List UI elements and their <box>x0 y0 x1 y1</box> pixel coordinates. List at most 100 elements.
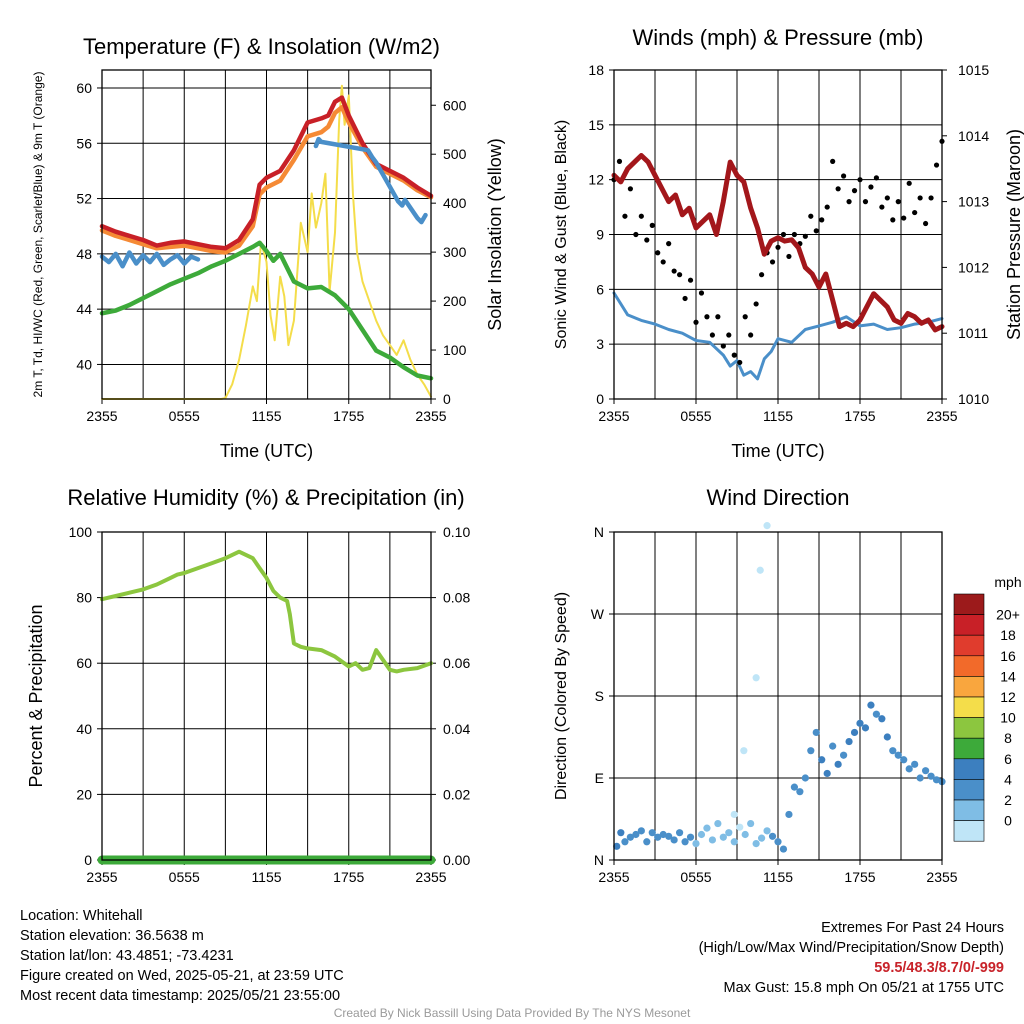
direction-point <box>752 674 760 682</box>
direction-point <box>932 776 941 784</box>
direction-point <box>730 810 738 819</box>
gust-point <box>715 314 721 320</box>
y-tick-label: 56 <box>76 135 92 151</box>
gust-point <box>742 314 748 320</box>
station-latlon: Station lat/lon: 43.4851; -73.4231 <box>20 948 234 964</box>
x-tick-label: 2355 <box>86 408 117 424</box>
station-location: Location: Whitehall <box>20 908 143 924</box>
gust-point <box>737 359 743 366</box>
gust-point <box>813 228 819 234</box>
y2-tick-label: 0.10 <box>443 524 470 540</box>
y2-tick-label: 0.00 <box>443 852 470 868</box>
direction-point <box>818 756 826 764</box>
direction-point <box>905 765 913 773</box>
gust-point <box>802 233 808 239</box>
direction-point <box>889 747 897 755</box>
x-tick-label: 2355 <box>926 869 957 885</box>
y-tick-label: E <box>595 770 604 786</box>
direction-point <box>621 838 629 846</box>
station-elevation: Station elevation: 36.5638 m <box>20 928 204 944</box>
gust-point <box>775 244 781 250</box>
direction-point <box>894 751 902 759</box>
series-line-solar-insolation <box>101 84 432 400</box>
y-tick-label: 52 <box>76 191 92 207</box>
gust-point <box>906 180 912 186</box>
gust-point <box>649 222 655 228</box>
x-tick-label: 1155 <box>763 408 793 424</box>
y-tick-label: 40 <box>76 356 92 372</box>
gust-point <box>677 272 683 278</box>
y2-tick-label: 300 <box>443 244 467 260</box>
gust-point <box>644 237 650 243</box>
x-tick-label: 1755 <box>844 408 875 424</box>
x-axis-label: Time (UTC) <box>731 441 824 461</box>
x-tick-label: 2355 <box>86 869 117 885</box>
direction-point <box>900 756 908 764</box>
direction-point <box>878 715 886 723</box>
direction-point <box>850 728 859 737</box>
gust-point <box>666 241 672 247</box>
y-tick-label: 12 <box>588 172 604 188</box>
gust-point <box>693 319 699 325</box>
direction-point <box>768 832 777 840</box>
gust-point <box>879 204 885 210</box>
y2-tick-label: 1010 <box>958 391 989 407</box>
direction-point <box>613 842 621 850</box>
colorbar-label: 8 <box>1004 730 1012 746</box>
colorbar-swatch <box>953 655 985 677</box>
colorbar-unit: mph <box>994 574 1021 590</box>
y2-tick-label: 600 <box>443 97 467 113</box>
gust-point <box>895 199 901 205</box>
x-tick-label: 1755 <box>333 408 364 424</box>
direction-point <box>812 728 820 737</box>
gust-point <box>753 301 759 307</box>
direction-point <box>725 829 733 837</box>
y-tick-label: S <box>595 688 604 704</box>
x-tick-label: 1755 <box>333 869 364 885</box>
direction-point <box>883 733 891 741</box>
gust-point <box>901 215 907 221</box>
x-tick-label: 1755 <box>844 869 875 885</box>
series-line-hi-wc <box>99 250 201 269</box>
direction-point <box>719 833 727 841</box>
y2-tick-label: 1014 <box>958 128 989 144</box>
plot-frame <box>613 69 943 400</box>
x-tick-label: 0555 <box>169 869 200 885</box>
colorbar-label: 18 <box>1000 627 1016 643</box>
colorbar-swatch <box>953 717 985 739</box>
gust-point <box>933 162 940 168</box>
direction-point <box>807 747 815 755</box>
gust-point <box>726 332 732 338</box>
gust-point <box>622 213 628 219</box>
direction-point <box>834 760 842 768</box>
direction-point <box>747 819 755 828</box>
y2-tick-label: 1013 <box>958 194 989 210</box>
colorbar-swatch <box>953 758 985 780</box>
gust-point <box>698 290 705 296</box>
y2-tick-label: 0.02 <box>443 786 470 802</box>
x-axis-label: Time (UTC) <box>220 441 313 461</box>
y-tick-label: 0 <box>596 391 604 407</box>
direction-point <box>922 767 930 775</box>
y-tick-label: 6 <box>596 281 604 297</box>
direction-point <box>861 724 870 732</box>
colorbar-swatch <box>953 820 985 842</box>
extremes-subtitle: (High/Low/Max Wind/Precipitation/Snow De… <box>698 940 1004 956</box>
gust-point <box>671 268 677 274</box>
series-line-station-pressure <box>611 153 945 333</box>
x-tick-label: 2355 <box>415 408 446 424</box>
direction-point <box>779 845 788 853</box>
y-tick-label: 44 <box>76 301 92 317</box>
gust-point <box>687 277 694 283</box>
y-tick-label: 60 <box>76 80 92 96</box>
gust-point <box>655 250 661 256</box>
y-tick-label: 15 <box>588 117 604 133</box>
gust-point <box>704 314 710 320</box>
direction-point <box>730 838 738 846</box>
y-tick-label: 48 <box>76 246 92 262</box>
y2-tick-label: 1015 <box>958 62 989 78</box>
extremes-values: 59.5/48.3/8.7/0/-999 <box>874 960 1004 976</box>
series-line-sonic-wind <box>612 291 944 381</box>
gust-point <box>923 220 929 227</box>
gust-point <box>890 217 896 223</box>
